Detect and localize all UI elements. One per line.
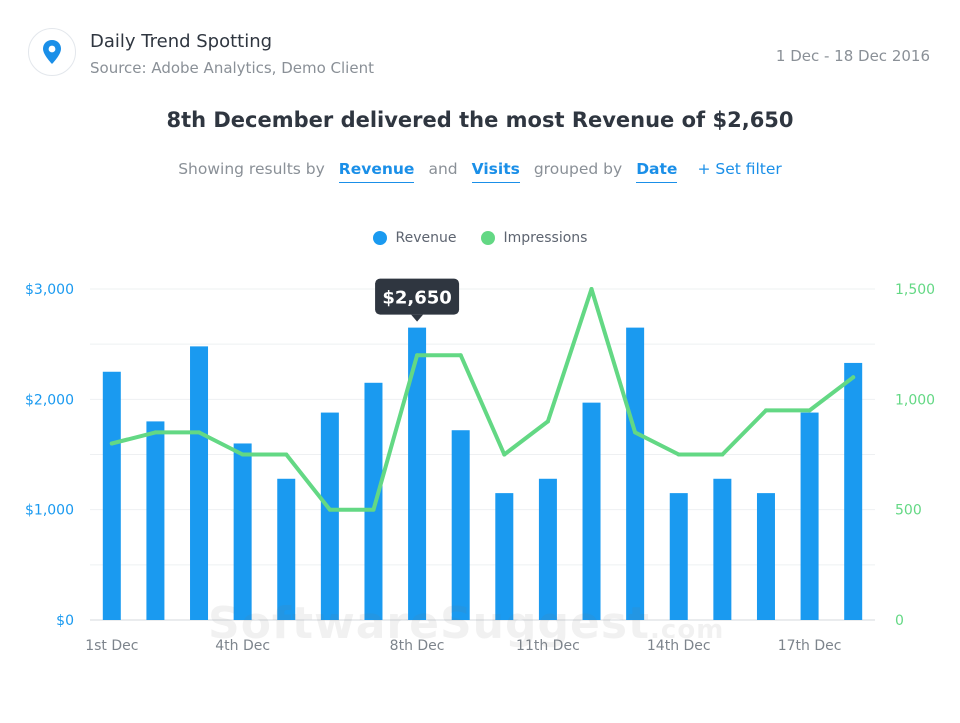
revenue-bar[interactable] (713, 478, 732, 620)
revenue-bar[interactable] (408, 327, 427, 620)
impressions-point (676, 452, 681, 457)
query-prefix: Showing results by (178, 160, 325, 178)
impressions-point (851, 375, 856, 380)
impressions-point (197, 430, 202, 435)
y-right-tick-label: 0 (895, 613, 904, 629)
revenue-bar[interactable] (626, 327, 645, 620)
impressions-point (109, 441, 114, 446)
impressions-point (720, 452, 725, 457)
impressions-point (589, 287, 594, 291)
date-range[interactable]: 1 Dec - 18 Dec 2016 (775, 47, 930, 65)
impressions-point (502, 452, 507, 457)
impressions-point (415, 353, 420, 358)
legend-revenue-label: Revenue (395, 230, 457, 246)
logo-badge (28, 28, 76, 76)
y-left-tick-label: $1,000 (25, 503, 74, 519)
legend-revenue-dot (372, 231, 387, 245)
x-tick-label: 11th Dec (516, 638, 580, 654)
x-tick-label: 14th Dec (647, 638, 711, 654)
query-grouped: grouped by (533, 160, 623, 178)
legend-impressions[interactable]: Impressions (480, 230, 588, 246)
revenue-bar[interactable] (800, 412, 819, 620)
chart-legend: Revenue Impressions (0, 230, 960, 246)
location-pin-icon (43, 40, 61, 64)
revenue-bar[interactable] (190, 346, 209, 620)
revenue-bar[interactable] (320, 412, 339, 620)
impressions-point (371, 507, 376, 512)
revenue-bar[interactable] (146, 421, 165, 620)
legend-impressions-label: Impressions (503, 230, 588, 246)
x-tick-label: 4th Dec (215, 638, 270, 654)
y-right-tick-label: 1,500 (895, 282, 935, 298)
revenue-bar[interactable] (277, 478, 296, 620)
legend-impressions-dot (480, 231, 495, 245)
revenue-bar[interactable] (756, 493, 775, 620)
query-and: and (428, 160, 458, 178)
impressions-line (109, 287, 856, 512)
revenue-bar[interactable] (364, 382, 383, 620)
y-right-tick-label: 500 (895, 503, 922, 519)
impressions-point (763, 408, 768, 413)
legend-revenue[interactable]: Revenue (372, 230, 457, 246)
tooltip-box (375, 278, 460, 315)
x-tick-label: 1st Dec (85, 638, 138, 654)
revenue-bar[interactable] (582, 402, 601, 620)
revenue-bar[interactable] (233, 443, 252, 620)
y-left-tick-label: $0 (56, 613, 74, 629)
y-left-tick-label: $3,000 (25, 282, 74, 298)
impressions-point (458, 353, 463, 358)
metric2-selector[interactable]: Visits (471, 160, 520, 183)
query-bar: Showing results by Revenue and Visits gr… (0, 160, 960, 183)
report-title: Daily Trend Spotting (90, 31, 273, 52)
watermark-suffix: .com (650, 615, 725, 645)
metric1-selector[interactable]: Revenue (338, 160, 415, 183)
revenue-bar[interactable] (495, 493, 514, 620)
impressions-point (545, 419, 550, 424)
x-tick-label: 17th Dec (778, 638, 842, 654)
revenue-bar[interactable] (844, 362, 863, 620)
report-header: Daily Trend Spotting Source: Adobe Analy… (0, 0, 960, 100)
y-right-tick-label: 1,000 (895, 392, 935, 408)
impressions-point (633, 430, 638, 435)
tooltip-pointer (411, 314, 424, 322)
impressions-point (240, 452, 245, 457)
watermark: SoftwareSuggest.com (208, 598, 724, 649)
revenue-bar[interactable] (451, 430, 470, 620)
insight-headline: 8th December delivered the most Revenue … (166, 108, 794, 132)
x-tick-label: 8th Dec (390, 638, 445, 654)
revenue-bar[interactable] (669, 493, 688, 620)
impressions-point (807, 408, 812, 413)
impressions-point (327, 507, 332, 512)
set-filter-link[interactable]: + Set filter (697, 160, 782, 178)
watermark-main: SoftwareSuggest (208, 598, 651, 649)
impressions-point (153, 430, 158, 435)
impressions-point (284, 452, 289, 457)
group-selector[interactable]: Date (636, 160, 678, 183)
y-left-tick-label: $2,000 (25, 392, 74, 408)
tooltip-label: $2,650 (382, 288, 451, 309)
revenue-bar[interactable] (538, 478, 557, 620)
revenue-bar[interactable] (102, 371, 121, 620)
report-source: Source: Adobe Analytics, Demo Client (90, 59, 374, 77)
